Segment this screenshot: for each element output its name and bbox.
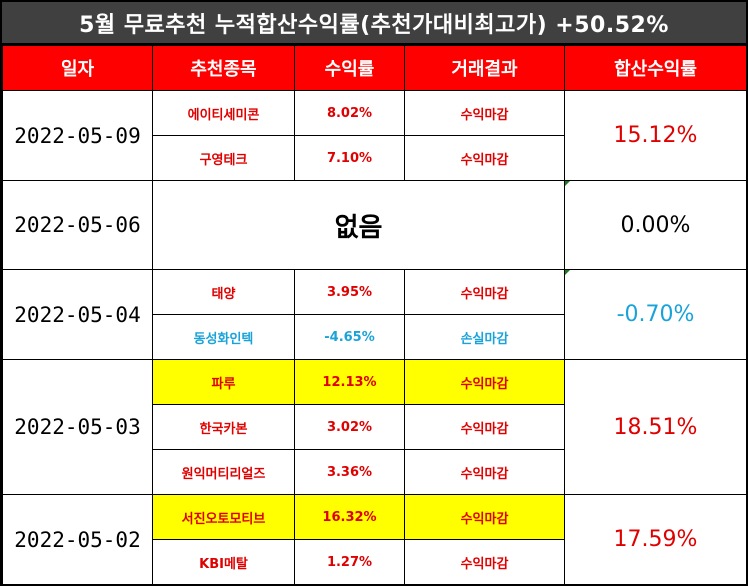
results-table: 일자 추천종목 수익률 거래결과 합산수익률 2022-05-09 에이티세미콘… [2,45,747,585]
result-cell: 손실마감 [404,314,565,360]
stock-cell: 에이티세미콘 [152,90,295,136]
total-value: 0.00% [620,212,691,238]
total-cell: 0.00% [564,180,747,270]
date-cell: 2022-05-02 [2,494,153,585]
stock-cell: 구영테크 [152,135,295,181]
cell-comment-marker [565,270,570,275]
result-cell: 수익마감 [404,539,565,585]
table-row: 원익머티리얼즈 3.36% 수익마감 [3,449,747,495]
table-row: KBI메탈 1.27% 수익마감 [3,539,747,585]
stock-cell: 한국카본 [152,404,295,450]
table-row: 2022-05-03 파루 12.13% 수익마감 18.51% [2,359,747,495]
rate-cell: 3.95% [294,269,405,315]
result-cell: 수익마감 [404,269,565,315]
none-cell: 없음 [152,180,565,270]
header-result: 거래결과 [404,45,565,91]
table-row: 2022-05-04 태양 3.95% 수익마감 -0.70% [2,269,747,360]
stock-cell: 동성화인텍 [152,314,295,360]
stock-cell: 서진오토모티브 [152,494,295,540]
table-row: 한국카본 3.02% 수익마감 [3,404,747,450]
stock-cell: 파루 [152,359,295,405]
result-cell: 수익마감 [404,90,565,136]
header-stock: 추천종목 [152,45,295,91]
stock-cell: 태양 [152,269,295,315]
total-value: -0.70% [616,302,695,327]
rate-cell: 3.36% [294,449,405,495]
result-cell: 수익마감 [404,449,565,495]
date-cell: 2022-05-03 [2,359,153,495]
header-total: 합산수익률 [564,45,747,91]
total-cell: 17.59% [564,494,747,585]
rate-cell: 16.32% [294,494,405,540]
rate-cell: 1.27% [294,539,405,585]
table-row: 2022-05-09 에이티세미콘 8.02% 수익마감 15.12% [2,90,747,181]
result-cell: 수익마감 [404,404,565,450]
cell-comment-marker [565,181,570,186]
rate-cell: 7.10% [294,135,405,181]
date-cell: 2022-05-04 [2,269,153,360]
table-row: 2022-05-02 서진오토모티브 16.32% 수익마감 17.59% [2,494,747,585]
table-row: 동성화인텍 -4.65% 손실마감 [3,314,747,360]
header-rate: 수익률 [294,45,405,91]
result-cell: 수익마감 [404,494,565,540]
result-cell: 수익마감 [404,135,565,181]
stock-cell: 원익머티리얼즈 [152,449,295,495]
rate-cell: 8.02% [294,90,405,136]
header-date: 일자 [2,45,153,91]
total-cell: 15.12% [564,90,747,181]
header-row: 일자 추천종목 수익률 거래결과 합산수익률 [2,45,747,91]
stock-cell: KBI메탈 [152,539,295,585]
table-row: 2022-05-06 없음 0.00% [2,180,747,270]
total-cell: -0.70% [564,269,747,360]
date-cell: 2022-05-06 [2,180,153,270]
total-cell: 18.51% [564,359,747,495]
date-cell: 2022-05-09 [2,90,153,181]
rate-cell: 3.02% [294,404,405,450]
sheet-title: 5월 무료추천 누적합산수익률(추천가대비최고가) +50.52% [2,2,746,43]
rate-cell: -4.65% [294,314,405,360]
rate-cell: 12.13% [294,359,405,405]
result-cell: 수익마감 [404,359,565,405]
